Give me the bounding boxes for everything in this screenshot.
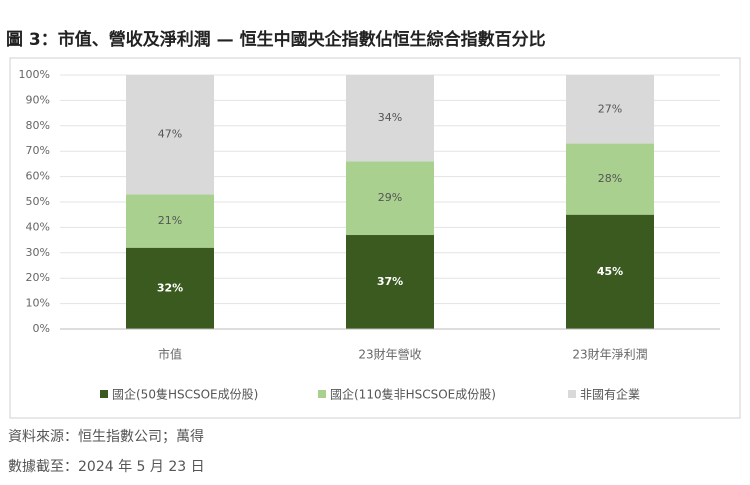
legend-label: 國企(110隻非HSCSOE成份股) [330, 387, 496, 402]
y-tick-label: 100% [19, 68, 50, 81]
y-tick-label: 20% [26, 271, 50, 284]
data-label: 21% [158, 214, 182, 227]
y-tick-label: 40% [26, 220, 50, 233]
legend-swatch [318, 390, 326, 398]
data-label: 45% [597, 265, 623, 278]
chart-title: 圖 3：市值、營收及淨利潤 — 恒生中國央企指數佔恒生綜合指數百分比 [6, 29, 546, 50]
data-label: 32% [157, 281, 183, 294]
bar-segment [566, 75, 654, 144]
legend-label: 非國有企業 [580, 387, 640, 402]
bar-segment [126, 194, 214, 248]
x-tick-label: 23財年營收 [358, 347, 421, 362]
data-label: 29% [378, 191, 402, 204]
x-tick-label: 市值 [158, 347, 182, 362]
y-tick-label: 0% [33, 322, 50, 335]
bar-segment [126, 75, 214, 195]
bar-segment [346, 75, 434, 162]
legend-swatch [100, 390, 108, 398]
date-note: 數據截至：2024 年 5 月 23 日 [8, 459, 205, 475]
bar-segment [346, 235, 434, 329]
legend-label: 國企(50隻HSCSOE成份股) [112, 387, 258, 402]
y-tick-label: 90% [26, 93, 50, 106]
data-label: 34% [378, 111, 402, 124]
data-label: 28% [598, 172, 622, 185]
y-tick-label: 70% [26, 144, 50, 157]
bar-segment [566, 143, 654, 215]
x-tick-label: 23財年淨利潤 [572, 347, 647, 362]
data-label: 27% [598, 102, 622, 115]
bar-segment [126, 247, 214, 329]
y-tick-label: 80% [26, 119, 50, 132]
bar-segment [346, 161, 434, 236]
data-label: 47% [158, 128, 182, 141]
legend-swatch [568, 390, 576, 398]
y-tick-label: 10% [26, 297, 50, 310]
source-note: 資料來源：恒生指數公司；萬得 [8, 428, 204, 445]
data-label: 37% [377, 275, 403, 288]
y-tick-label: 30% [26, 246, 50, 259]
y-tick-label: 50% [26, 195, 50, 208]
bar-segment [566, 214, 654, 329]
y-tick-label: 60% [26, 170, 50, 183]
